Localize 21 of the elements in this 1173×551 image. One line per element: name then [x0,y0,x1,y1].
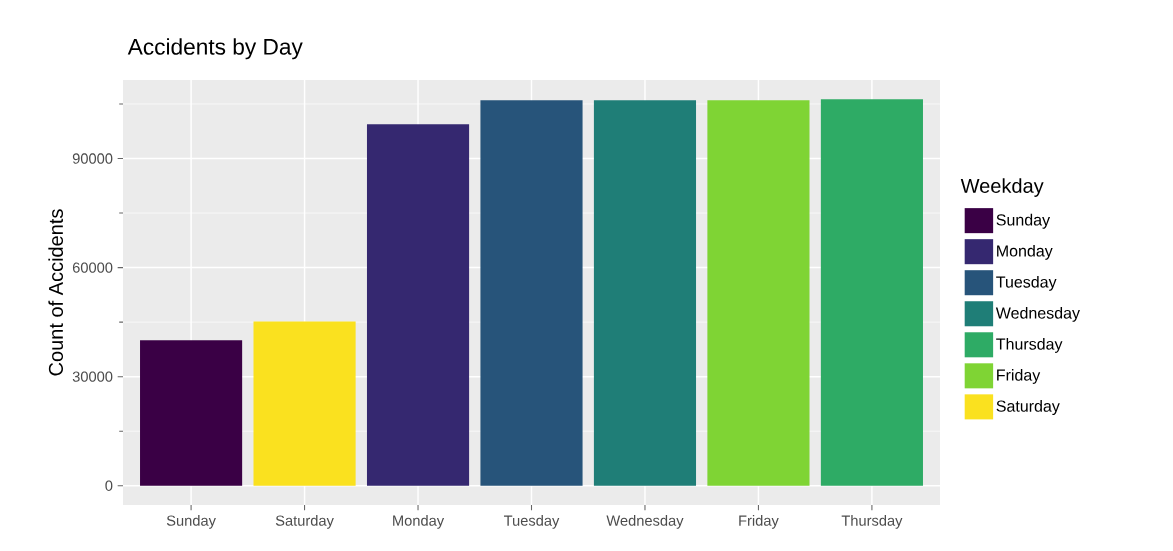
legend-label: Monday [997,244,1053,260]
y-tick-label: 90000 [72,153,113,164]
x-tick-label: Tuesday [503,515,560,529]
legend-label: Tuesday [996,275,1057,291]
legend-label: Saturday [996,400,1060,415]
y-axis-title: Count of Accidents [48,209,64,376]
x-tick-label: Sunday [166,515,216,529]
x-tick-label: Saturday [275,515,334,529]
chart-title: Accidents by Day [127,38,303,60]
y-tick-label: 60000 [72,262,113,273]
legend-title: Weekday [960,178,1044,197]
legend-label: Wednesday [995,306,1080,322]
x-tick-label: Monday [393,515,445,529]
x-tick-label: Thursday [841,515,903,529]
legend-label: Thursday [996,338,1063,353]
y-tick-label: 0 [105,480,113,491]
legend-label: Sunday [996,213,1051,229]
legend-label: Friday [997,369,1041,384]
y-tick-label: 30000 [72,371,113,382]
x-tick-label: Friday [739,515,779,529]
x-tick-label: Wednesday [606,515,684,529]
